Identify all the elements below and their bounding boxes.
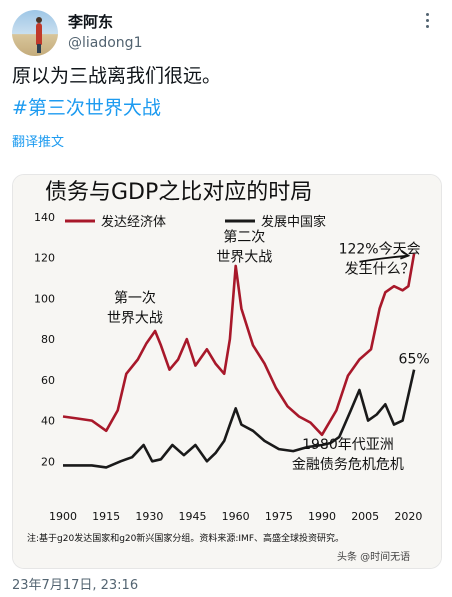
series-line-0 [62, 253, 416, 437]
more-icon[interactable] [418, 10, 438, 30]
annotation-1-line-1: 世界大战 [216, 249, 272, 265]
annotation-3-line-0: 65% [399, 352, 430, 368]
y-tick-label: 40 [41, 415, 55, 428]
x-tick-label: 1990 [308, 510, 336, 523]
x-tick-label: 1900 [49, 510, 77, 523]
y-tick-label: 140 [34, 211, 55, 224]
debt-gdp-chart: 债务与GDP之比对应的时局 发达经济体 发展中国家 20 40 60 80 100 120 1… [13, 175, 441, 568]
chart-legend: 发达经济体 发展中国家 [65, 214, 326, 230]
x-tick-label: 1945 [179, 510, 207, 523]
tweet-media-chart[interactable]: 债务与GDP之比对应的时局 发达经济体 发展中国家 20 40 60 80 100 120 1… [12, 174, 442, 569]
annotation-4-line-0: 1980年代亚洲 [302, 437, 394, 453]
y-tick-label: 60 [41, 374, 55, 387]
annotation-2-line-0: 122%今天会 [339, 242, 421, 258]
tweet-timestamp[interactable]: 23年7月17日, 23:16 [12, 578, 139, 593]
x-tick-label: 1915 [92, 510, 120, 523]
annotation-0-line-1: 世界大战 [107, 311, 163, 327]
arrow-shaft [359, 254, 409, 263]
avatar[interactable] [12, 10, 58, 56]
series-lines [62, 253, 416, 469]
arrow-annotation [359, 249, 411, 263]
y-tick-label: 100 [34, 292, 55, 305]
series-line-1 [63, 369, 416, 469]
watermark: 头条 @时间无语 [337, 550, 410, 563]
y-tick-label: 80 [41, 333, 55, 346]
legend-label-0: 发达经济体 [101, 214, 166, 230]
chart-footnote: 注:基于g20发达国家和g20新兴国家分组。资料来源:IMF、高盛全球投资研究。 [27, 532, 344, 544]
x-tick-label: 1975 [265, 510, 293, 523]
annotation-0-line-0: 第一次 [114, 290, 156, 307]
annotation-2-line-1: 发生什么？ [345, 262, 415, 278]
y-tick-label: 120 [34, 252, 55, 265]
x-axis: 1900 1915 1930 1945 1960 1975 1990 2005 2020 [49, 510, 422, 523]
user-handle[interactable]: @liadong1 [68, 35, 143, 51]
y-tick-label: 20 [41, 455, 55, 468]
legend-label-1: 发展中国家 [261, 214, 326, 230]
x-tick-label: 1960 [222, 510, 250, 523]
translate-tweet-link[interactable]: 翻译推文 [12, 135, 65, 150]
hashtag-link[interactable]: #第三次世界大战 [12, 97, 161, 119]
y-axis: 20 40 60 80 100 120 140 [34, 211, 55, 468]
annotation-4-line-1: 金融债务危机危机 [292, 457, 404, 473]
annotation-1-line-0: 第二次 [223, 228, 265, 245]
chart-title: 债务与GDP之比对应的时局 [45, 180, 312, 205]
x-tick-label: 2005 [351, 510, 379, 523]
tweet-text: 原以为三战离我们很远。 [12, 65, 222, 87]
display-name[interactable]: 李阿东 [68, 13, 114, 31]
x-tick-label: 1930 [135, 510, 163, 523]
x-tick-label: 2020 [394, 510, 422, 523]
arrow-head [400, 249, 411, 260]
